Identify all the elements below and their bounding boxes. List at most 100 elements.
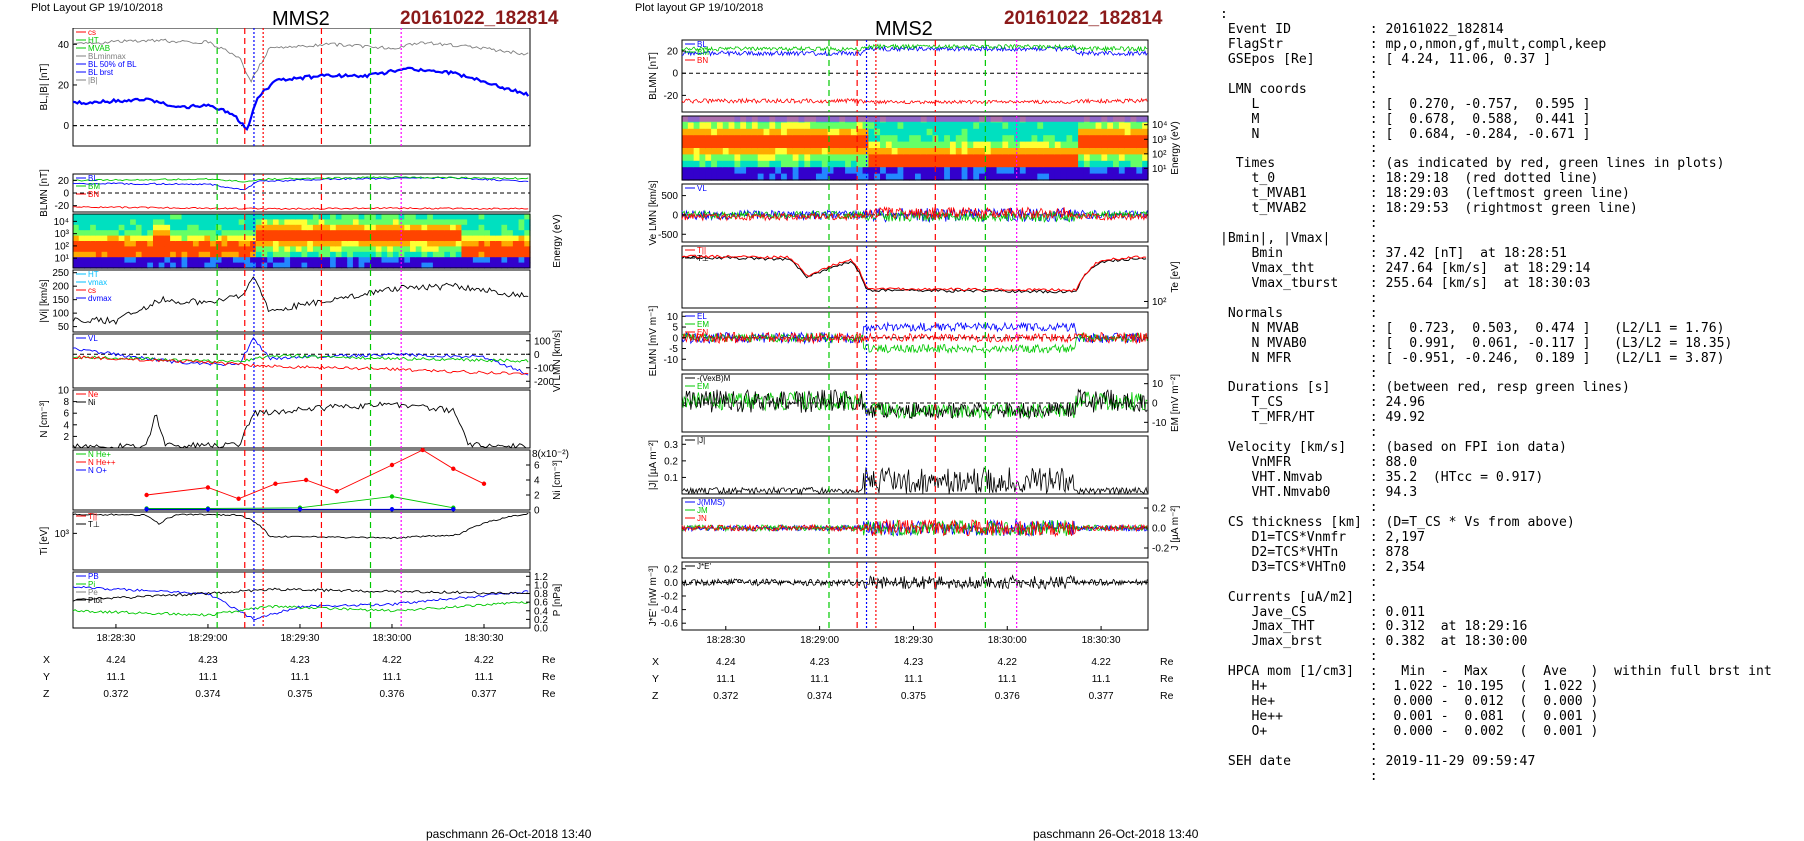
spectrogram-cell bbox=[763, 154, 770, 162]
spectrogram-cell bbox=[307, 235, 314, 242]
spectrogram-cell bbox=[164, 251, 171, 258]
spectrogram-cell bbox=[118, 262, 126, 269]
spectrogram-cell bbox=[903, 122, 910, 130]
spectrogram-cell bbox=[722, 135, 730, 143]
spectrogram-cell bbox=[261, 235, 268, 242]
spectrogram-cell bbox=[335, 219, 343, 226]
spectrogram-cell bbox=[410, 230, 417, 237]
spectrogram-cell bbox=[147, 224, 154, 231]
spectrogram-cell bbox=[290, 214, 297, 220]
spectrogram-cell bbox=[955, 167, 963, 175]
spectrogram-cell bbox=[261, 246, 268, 253]
spectrogram-cell bbox=[938, 128, 945, 136]
spectrogram-cell bbox=[272, 246, 280, 253]
spectrogram-cell bbox=[1078, 148, 1085, 155]
spectrogram-cell bbox=[312, 262, 320, 269]
spectrogram-cell bbox=[187, 235, 194, 242]
spectrogram-cell bbox=[524, 262, 531, 269]
spectrogram-cell bbox=[301, 246, 308, 253]
y-tick-label: 150 bbox=[52, 295, 69, 306]
spectrogram-cell bbox=[124, 214, 131, 220]
spectrogram-cell bbox=[961, 141, 969, 149]
spectrogram-cell bbox=[833, 154, 840, 162]
y-axis-label: |Vi| [km/s] bbox=[39, 279, 50, 323]
spectrogram-cell bbox=[804, 160, 811, 168]
panel-frame bbox=[681, 183, 1149, 243]
spectrogram-cell bbox=[781, 167, 788, 175]
y-tick-label: 0 bbox=[1152, 399, 1158, 410]
spectrogram-cell bbox=[307, 214, 314, 220]
info-line: N MFR : [ -0.951, -0.246, 0.189 ] (L2/L1… bbox=[1220, 350, 1725, 366]
spectrogram-cell bbox=[751, 167, 759, 175]
spectrogram-cell bbox=[781, 128, 788, 136]
spectrogram-cell bbox=[455, 246, 463, 253]
spectrogram-cell bbox=[341, 251, 348, 258]
series-line-Te bbox=[681, 254, 1147, 293]
spectrogram-cell bbox=[1025, 148, 1033, 155]
spectrogram-cell bbox=[1089, 154, 1097, 162]
spectrogram-cell bbox=[324, 230, 331, 237]
spectrogram-cell bbox=[757, 167, 765, 175]
spectrogram-cell bbox=[284, 224, 291, 231]
spectrogram-cell bbox=[845, 122, 852, 130]
spectrogram-cell bbox=[781, 173, 788, 181]
spectrogram-cell bbox=[757, 135, 765, 143]
info-line: Bmin : 37.42 [nT] at 18:28:51 bbox=[1220, 246, 1567, 261]
spectrogram-cell bbox=[438, 251, 445, 258]
series-line-VexBM bbox=[681, 388, 1148, 420]
spectrogram-cell bbox=[891, 128, 899, 136]
spectrogram-high-energy-band bbox=[682, 116, 1148, 122]
spectrogram-cell bbox=[524, 214, 531, 220]
spectrogram-cell bbox=[335, 241, 343, 247]
spectrogram-cell bbox=[961, 128, 969, 136]
spectrogram-cell bbox=[130, 257, 137, 264]
spectrogram-cell bbox=[192, 219, 200, 226]
spectrogram-cell bbox=[415, 262, 423, 269]
spectrogram-cell bbox=[1107, 154, 1114, 162]
spectrogram-cell bbox=[734, 148, 741, 155]
spectrogram-cell bbox=[352, 224, 360, 231]
spectrogram-cell bbox=[147, 246, 154, 253]
spectrogram-cell bbox=[1037, 135, 1044, 143]
spectrogram-cell bbox=[284, 230, 291, 237]
spectrogram-cell bbox=[524, 241, 531, 247]
spectrogram-cell bbox=[1089, 173, 1097, 181]
spectrogram-cell bbox=[347, 262, 354, 269]
spectrogram-cell bbox=[284, 214, 291, 220]
spectrogram-cell bbox=[278, 251, 285, 258]
spectrogram-cell bbox=[461, 241, 468, 247]
spectrogram-cell bbox=[507, 219, 514, 226]
spectrogram-cell bbox=[215, 219, 223, 226]
y-tick-label: 2 bbox=[534, 491, 540, 502]
spectrogram-cell bbox=[255, 251, 263, 258]
spectrogram-cell bbox=[897, 122, 904, 130]
y-tick-label: -500 bbox=[658, 230, 678, 241]
spectrogram-cell bbox=[850, 173, 858, 181]
spectrogram-cell bbox=[158, 214, 165, 220]
spectrogram-cell bbox=[1031, 141, 1038, 149]
spectrogram-cell bbox=[1136, 160, 1143, 168]
spectrogram-cell bbox=[432, 230, 440, 237]
spectrogram-cell bbox=[821, 173, 829, 181]
y-axis-label: Energy (eV) bbox=[552, 214, 563, 267]
position-value: 0.377 bbox=[471, 689, 496, 700]
y-tick-label: 20 bbox=[58, 176, 70, 187]
spectrogram-cell bbox=[1054, 160, 1062, 168]
spectrogram-cell bbox=[490, 230, 497, 237]
series-point bbox=[481, 481, 487, 486]
spectrogram-cell bbox=[781, 141, 788, 149]
spectrogram-cell bbox=[839, 148, 846, 155]
legend-entry: Pi bbox=[88, 580, 95, 589]
position-value: 0.372 bbox=[713, 691, 738, 702]
spectrogram-cell bbox=[438, 246, 445, 253]
spectrogram-cell bbox=[495, 214, 503, 220]
spectrogram-cell bbox=[421, 262, 428, 269]
spectrogram-cell bbox=[95, 230, 103, 237]
series-line-NHe bbox=[146, 449, 485, 500]
legend-entry: HT bbox=[88, 270, 99, 279]
spectrogram-cell bbox=[124, 219, 131, 226]
spectrogram-cell bbox=[444, 214, 451, 220]
spectrogram-cell bbox=[130, 235, 137, 242]
spectrogram-cell bbox=[267, 251, 274, 258]
info-line: L : [ 0.270, -0.757, 0.595 ] bbox=[1220, 96, 1591, 112]
